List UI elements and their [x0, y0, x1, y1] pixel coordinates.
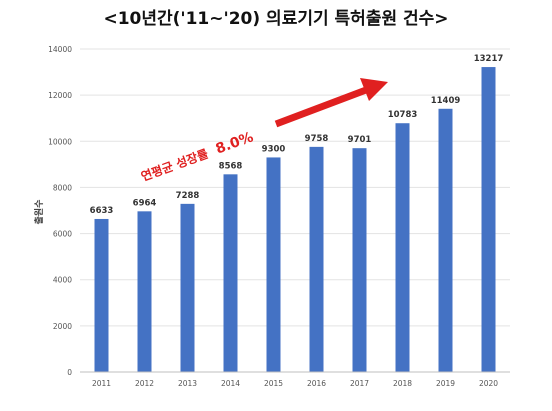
y-tick-label: 12000 — [48, 91, 72, 100]
data-label-2018: 10783 — [388, 110, 418, 120]
x-tick-label: 2018 — [393, 379, 412, 388]
bar-2018 — [395, 123, 410, 372]
data-label-2017: 9701 — [348, 135, 372, 145]
x-tick-label: 2013 — [178, 379, 197, 388]
y-tick-label: 4000 — [53, 276, 72, 285]
x-tick-label: 2016 — [307, 379, 326, 388]
chart-title: <10년간('11~'20) 의료기기 특허출원 건수> — [103, 9, 448, 29]
data-label-2020: 13217 — [474, 54, 504, 64]
growth-annotation-value: 8.0% — [214, 129, 256, 157]
y-tick-label: 8000 — [53, 183, 72, 192]
growth-annotation: 연평균 성장률 8.0% — [138, 126, 256, 184]
bar-2011 — [94, 218, 109, 372]
x-tick-label: 2012 — [135, 379, 154, 388]
y-tick-labels: 0 2000 4000 6000 8000 10000 12000 14000 — [48, 45, 72, 377]
data-label-2019: 11409 — [431, 96, 461, 106]
bar-2015 — [266, 157, 281, 372]
y-tick-label: 2000 — [53, 322, 72, 331]
bar-2019 — [438, 108, 453, 372]
x-tick-label: 2017 — [350, 379, 369, 388]
x-tick-label: 2015 — [264, 379, 283, 388]
bar-2012 — [137, 211, 152, 372]
x-tick-labels: 2011 2012 2013 2014 2015 2016 2017 2018 2019 2020 — [92, 379, 498, 388]
bar-2013 — [180, 203, 195, 372]
y-tick-label: 0 — [67, 368, 72, 377]
data-label-2011: 6633 — [90, 206, 114, 216]
data-labels: 6633 6964 7288 8568 9300 9758 9701 10783 11409 13… — [90, 54, 504, 216]
y-axis-label: 출원수 — [33, 200, 45, 225]
bar-2014 — [223, 174, 238, 372]
data-label-2016: 9758 — [305, 134, 329, 144]
data-label-2015: 9300 — [262, 144, 286, 154]
x-tick-label: 2011 — [92, 379, 111, 388]
bar-2017 — [352, 148, 367, 372]
data-label-2013: 7288 — [176, 191, 200, 201]
growth-arrow-icon — [274, 78, 388, 128]
bars — [94, 67, 496, 372]
gridlines — [80, 48, 510, 327]
x-tick-label: 2019 — [436, 379, 455, 388]
data-label-2012: 6964 — [133, 198, 157, 208]
bar-2020 — [481, 67, 496, 372]
growth-annotation-text: 연평균 성장률 — [139, 146, 210, 184]
bar-2016 — [309, 146, 324, 372]
data-label-2014: 8568 — [219, 161, 243, 171]
y-tick-label: 6000 — [53, 230, 72, 239]
y-tick-label: 10000 — [48, 137, 72, 146]
x-tick-label: 2020 — [479, 379, 498, 388]
y-tick-label: 14000 — [48, 45, 72, 54]
x-tick-label: 2014 — [221, 379, 240, 388]
